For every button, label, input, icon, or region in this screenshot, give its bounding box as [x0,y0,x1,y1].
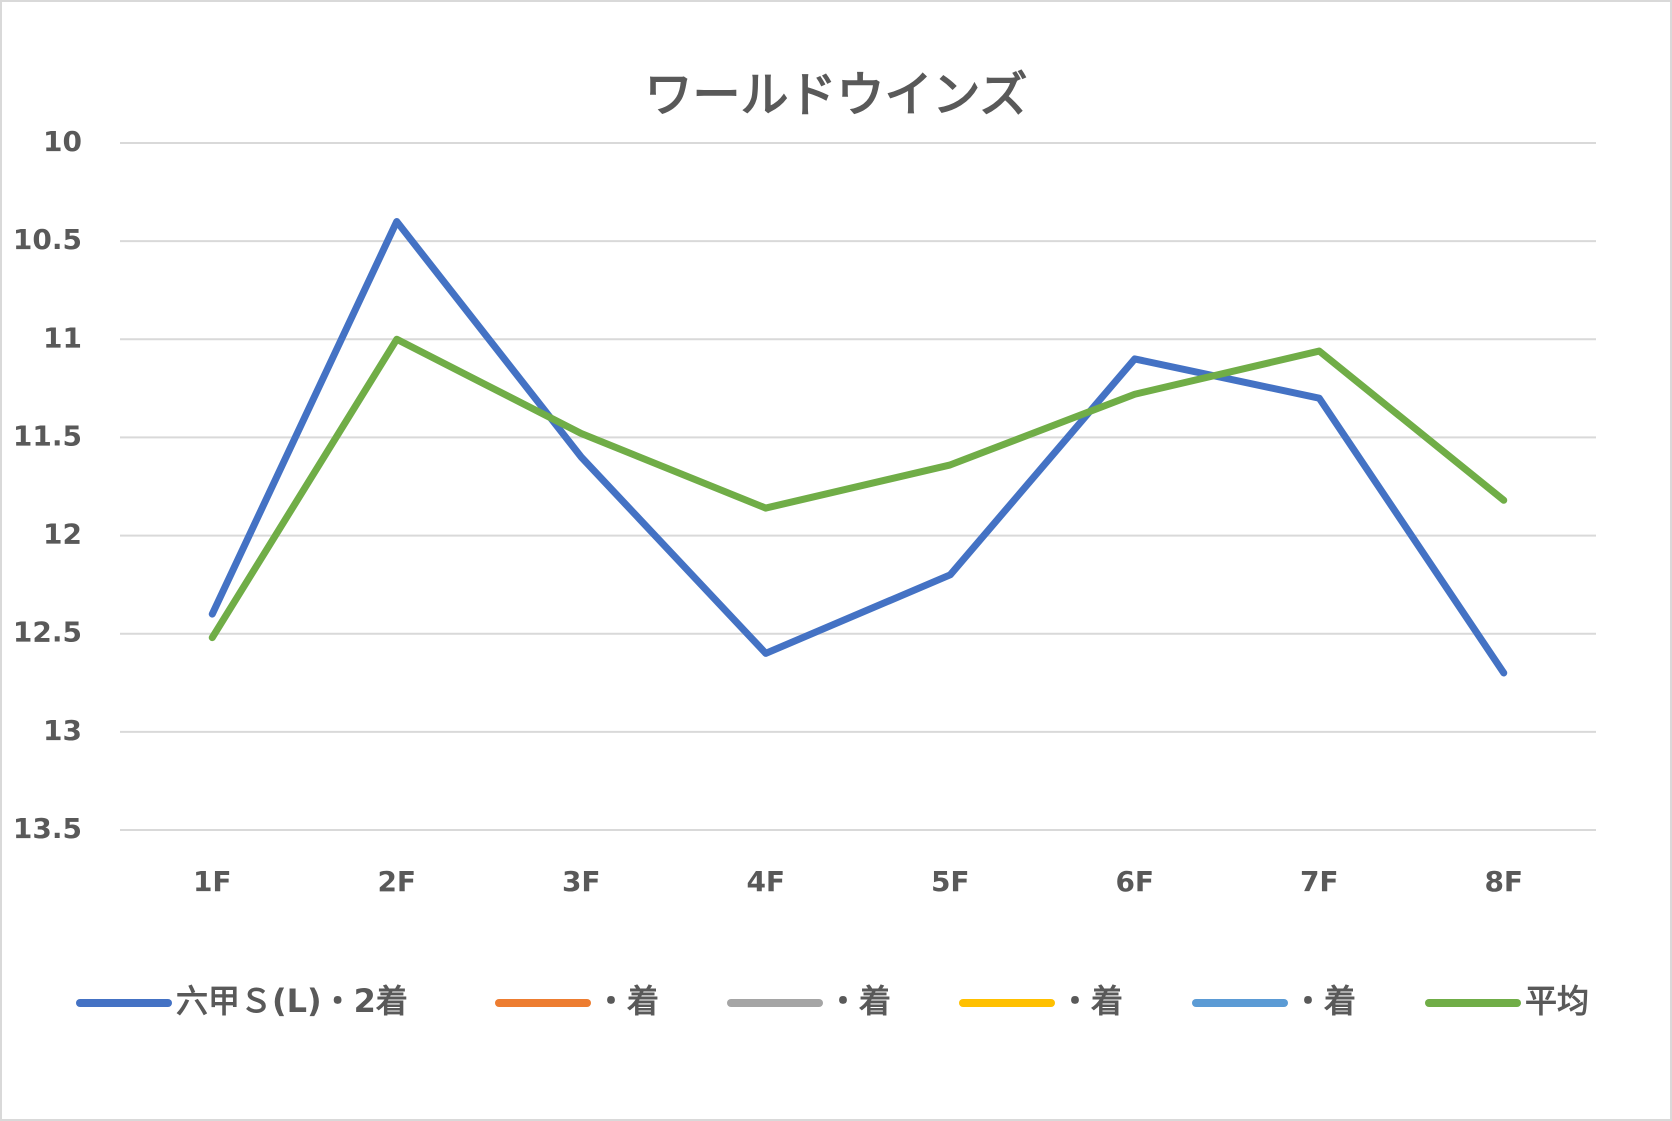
legend-label: ・着 [1059,982,1123,1020]
legend-label: ・着 [595,982,659,1020]
legend-label: 六甲Ｓ(L)・2着 [176,982,408,1020]
series-line [208,335,1508,642]
y-tick-label: 13.5 [13,812,82,845]
y-tick-label: 11 [43,321,82,354]
x-tick-label: 4F [746,865,785,898]
legend-label: ・着 [827,982,891,1020]
y-tick-label: 12 [43,518,82,551]
series-line [208,218,1508,677]
x-tick-label: 6F [1115,865,1154,898]
legend-label: ・着 [1292,982,1356,1020]
x-tick-label: 1F [193,865,232,898]
legend-label: 平均 [1525,982,1589,1020]
x-tick-label: 2F [377,865,416,898]
y-tick-label: 11.5 [13,419,82,452]
y-tick-label: 13 [43,714,82,747]
x-tick-label: 5F [931,865,970,898]
y-tick-label: 10.5 [13,223,82,256]
x-tick-label: 3F [562,865,601,898]
x-tick-label: 7F [1300,865,1339,898]
x-tick-label: 8F [1484,865,1523,898]
y-tick-label: 10 [43,125,82,158]
chart-title: ワールドウインズ [644,67,1027,123]
y-tick-label: 12.5 [13,616,82,649]
